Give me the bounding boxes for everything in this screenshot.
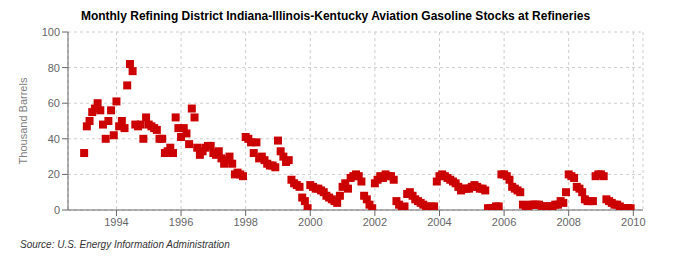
svg-text:2002: 2002	[363, 216, 387, 228]
svg-text:2008: 2008	[556, 216, 580, 228]
svg-text:60: 60	[48, 97, 60, 109]
svg-text:20: 20	[48, 168, 60, 180]
svg-text:0: 0	[54, 204, 60, 216]
svg-text:2006: 2006	[492, 216, 516, 228]
svg-text:80: 80	[48, 62, 60, 74]
svg-text:1998: 1998	[233, 216, 257, 228]
svg-text:1994: 1994	[104, 216, 128, 228]
svg-text:100: 100	[42, 26, 60, 38]
html-text:Monthly Refining District Indi: Monthly Refining District Indiana-Illino…	[80, 9, 591, 23]
svg-text:1996: 1996	[169, 216, 193, 228]
svg-text:2010: 2010	[621, 216, 645, 228]
svg-text:2004: 2004	[427, 216, 451, 228]
html-text:Source: U.S. Energy Informatio: Source: U.S. Energy Information Administ…	[20, 239, 230, 250]
svg-text:2000: 2000	[298, 216, 322, 228]
svg-text:40: 40	[48, 133, 60, 145]
svg-text:Thousand Barrels: Thousand Barrels	[17, 77, 29, 164]
